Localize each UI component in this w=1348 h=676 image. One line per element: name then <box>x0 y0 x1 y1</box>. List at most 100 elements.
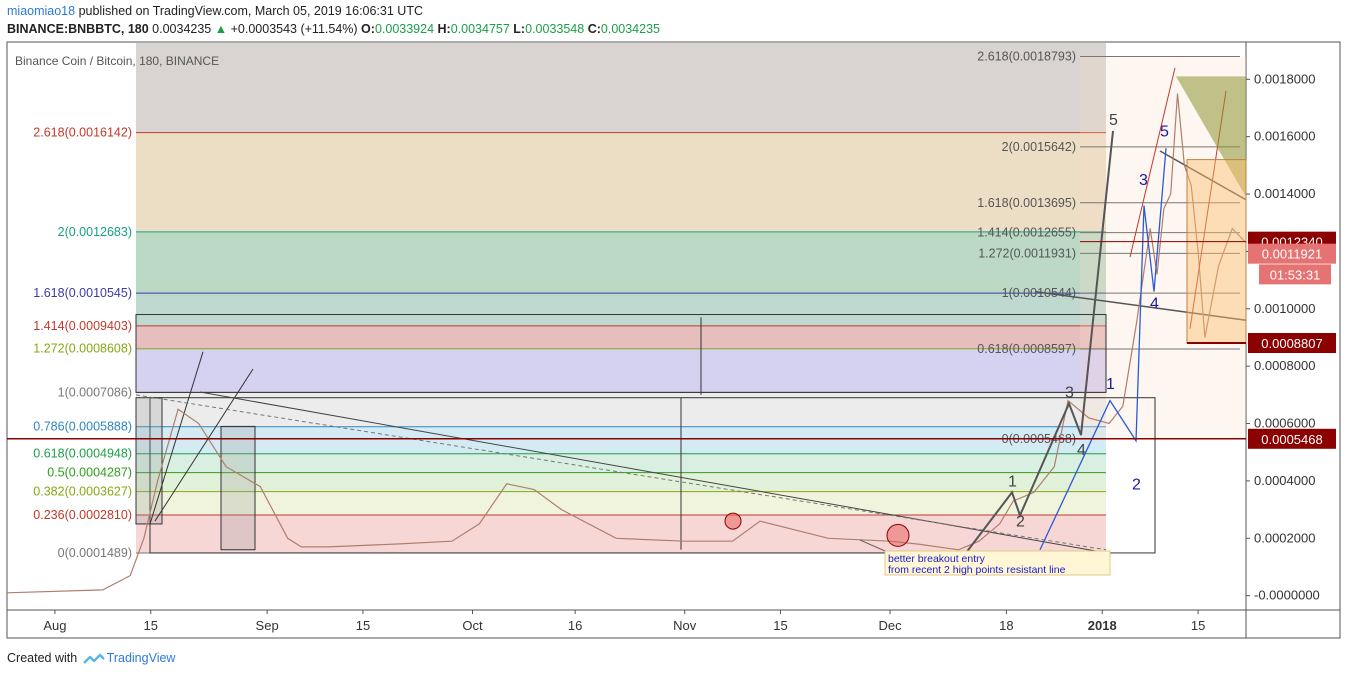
publish-line: miaomiao18 published on TradingView.com,… <box>7 4 423 18</box>
wave-label-grey: 5 <box>1109 112 1118 129</box>
fib-band <box>136 472 1106 492</box>
triangle-zone <box>1176 76 1246 197</box>
y-tick-label: 0.0006000 <box>1254 416 1315 431</box>
fib-band <box>136 426 1106 454</box>
price-tag-label: 0.0008807 <box>1261 336 1322 351</box>
x-tick-label: 15 <box>356 618 370 633</box>
wave-label-grey: 3 <box>1065 384 1074 401</box>
fib-level-label: 0(0.0001489) <box>58 546 132 560</box>
price-tag-label: 0.0005468 <box>1261 432 1322 447</box>
fib-level-label: 1.414(0.0009403) <box>33 319 132 333</box>
price-tag-box <box>1259 264 1331 285</box>
range-box <box>149 397 1156 554</box>
published-text: published on TradingView.com, March 05, … <box>78 4 423 18</box>
close-value: 0.0034235 <box>600 22 660 36</box>
footer: Created with TradingView <box>7 651 175 665</box>
fib-band <box>136 515 1106 553</box>
fib-level-label: 0.5(0.0004287) <box>47 466 132 480</box>
fib-right-level-label: 1.272(0.0011931) <box>978 246 1076 260</box>
close-label: C: <box>587 22 601 36</box>
y-tick-label: 0.0018000 <box>1254 71 1315 86</box>
target-box <box>1186 159 1247 344</box>
price-change: +0.0003543 (+11.54%) <box>230 22 358 36</box>
trend-line <box>149 351 204 525</box>
range-box <box>135 397 163 525</box>
fib-level-label: 1.272(0.0008608) <box>33 342 132 356</box>
symbol: BINANCE:BNBBTC, 180 <box>7 22 149 36</box>
tradingview-brand[interactable]: TradingView <box>106 651 176 665</box>
annotation-text: from recent 2 high points resistant line <box>888 564 1066 576</box>
fib-right-level-label: 2.618(0.0018793) <box>977 50 1076 64</box>
y-tick-label: 0.0014000 <box>1254 186 1315 201</box>
fib-right-level-label: 0.618(0.0008597) <box>977 342 1076 356</box>
fib-band <box>136 491 1106 516</box>
x-tick-label: Sep <box>256 618 279 633</box>
channel-line <box>1129 67 1176 258</box>
fib-band <box>136 453 1106 473</box>
created-with-text: Created with <box>7 651 78 665</box>
fib-level-label: 0.382(0.0003627) <box>33 485 132 499</box>
x-tick-label: 15 <box>144 618 158 633</box>
wave-path-grey <box>965 130 1114 554</box>
y-tick-label: 0.0004000 <box>1254 473 1315 488</box>
price-tag-box <box>1248 333 1336 354</box>
price-tag-label: 0.0011921 <box>1262 247 1323 262</box>
fib-level-label: 1.618(0.0010545) <box>33 286 132 300</box>
y-tick-label: 0.0010000 <box>1254 301 1315 316</box>
price-tag-box <box>1248 428 1336 449</box>
open-value: 0.0033924 <box>374 22 435 36</box>
fib-band <box>136 132 1106 232</box>
resistance-line <box>135 394 1107 551</box>
highlight-circle <box>724 512 742 530</box>
wave-label-grey: 4 <box>1077 442 1086 459</box>
x-tick-label: Dec <box>878 618 902 633</box>
author-name[interactable]: miaomiao18 <box>7 4 76 18</box>
fib-band <box>136 293 1106 326</box>
fib-level-label: 2(0.0012683) <box>58 225 132 239</box>
price-tag-label: 01:53:31 <box>1270 267 1321 282</box>
fib-band <box>136 231 1106 294</box>
x-tick-label: 16 <box>568 618 582 633</box>
fib-right-level-label: 2(0.0015642) <box>1002 140 1076 154</box>
wave-label-blue: 1 <box>1106 376 1115 393</box>
annotation-box <box>884 550 1111 576</box>
low-value: 0.0033548 <box>525 22 585 36</box>
annotation-pointer <box>859 539 886 552</box>
wave-label-blue: 5 <box>1160 123 1169 140</box>
fib-level-label: 0.236(0.0002810) <box>33 508 132 522</box>
x-tick-label: 15 <box>1191 618 1205 633</box>
x-tick-label: 2018 <box>1088 618 1117 633</box>
open-label: O: <box>361 22 375 36</box>
x-tick-label: Nov <box>673 618 697 633</box>
x-tick-label: 18 <box>999 618 1013 633</box>
fib-band <box>136 325 1106 349</box>
x-tick-label: Oct <box>462 618 483 633</box>
last-price: 0.0034235 <box>152 22 212 36</box>
tradingview-logo-icon <box>82 653 105 664</box>
high-label: H: <box>437 22 451 36</box>
y-tick-label: 0.0008000 <box>1254 358 1315 373</box>
low-label: L: <box>513 22 526 36</box>
fib-right-level-label: 1.414(0.0012655) <box>977 226 1076 240</box>
chart-title: Binance Coin / Bitcoin, 180, BINANCE <box>15 54 219 68</box>
symbol-line: BINANCE:BNBBTC, 180 0.0034235 ▲ +0.00035… <box>7 22 660 36</box>
wave-label-blue: 4 <box>1150 296 1159 313</box>
range-box <box>135 314 1107 393</box>
up-arrow-icon: ▲ <box>214 22 228 36</box>
fib-level-label: 0.618(0.0004948) <box>33 447 132 461</box>
x-tick-label: 15 <box>773 618 787 633</box>
y-tick-label: -0.0000000 <box>1254 588 1320 603</box>
high-value: 0.0034757 <box>450 22 510 36</box>
highlight-circle <box>886 523 910 547</box>
price-tag-box <box>1248 243 1336 264</box>
fib-band <box>136 43 1106 133</box>
fib-level-label: 2.618(0.0016142) <box>33 126 132 140</box>
y-tick-label: 0.0016000 <box>1254 129 1315 144</box>
y-tick-label: 0.0002000 <box>1254 530 1315 545</box>
wave-label-blue: 3 <box>1139 172 1148 189</box>
annotation-text: better breakout entry <box>888 553 986 565</box>
wave-label-blue: 2 <box>1132 476 1141 493</box>
trend-line <box>154 368 254 522</box>
wave-label-grey: 2 <box>1016 514 1025 531</box>
